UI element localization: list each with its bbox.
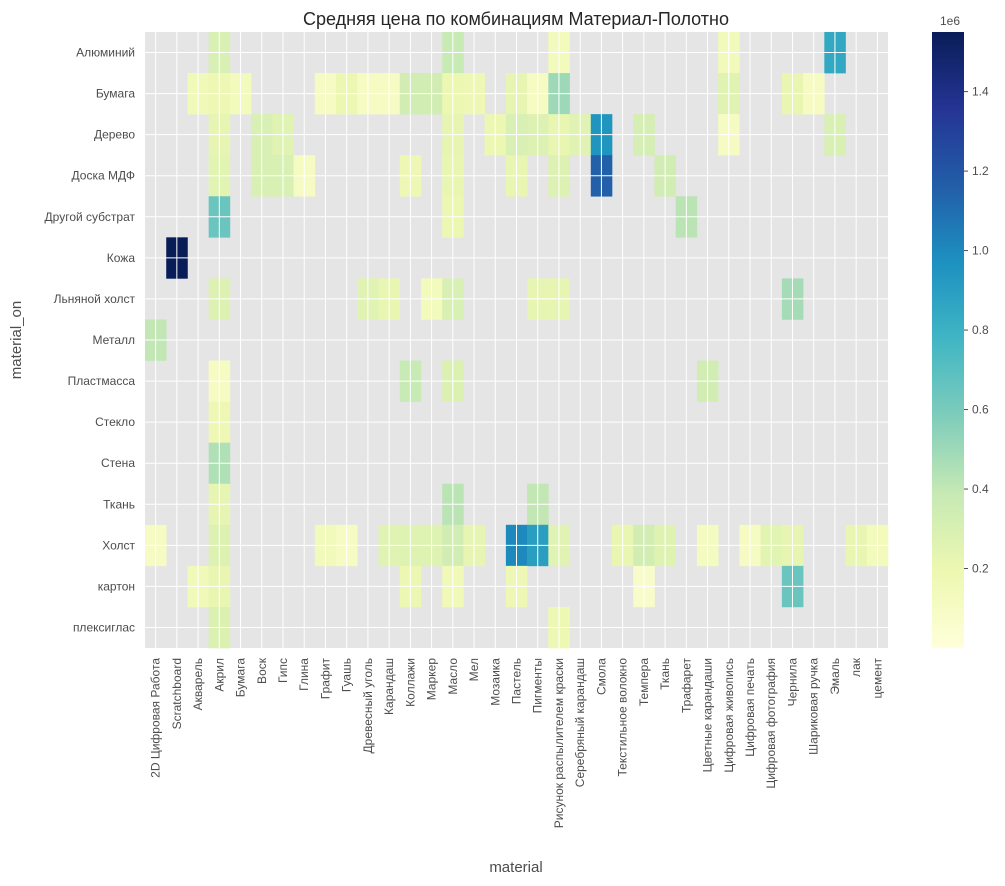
y-tick-label: Холст	[102, 538, 135, 552]
colorbar-tick-label: 1.0	[972, 244, 989, 258]
x-tick-label: 2D Цифровая Работа	[149, 658, 163, 778]
grid-lines	[145, 32, 888, 648]
y-tick-label: Металл	[93, 333, 135, 347]
x-tick-label: цемент	[870, 658, 884, 699]
x-tick-label: Серебряный карандаш	[573, 658, 587, 787]
x-tick-label: Бумага	[234, 658, 248, 698]
x-tick-label: Глина	[297, 658, 311, 691]
colorbar-tick-label: 0.4	[972, 482, 989, 496]
x-tick-label: Акварель	[191, 658, 205, 710]
x-tick-label: Карандаш	[382, 658, 396, 715]
colorbar-tick-label: 0.2	[972, 562, 989, 576]
x-tick-label: Цветные карандаши	[701, 658, 715, 772]
y-tick-label: Стена	[101, 456, 135, 470]
y-tick-label: картон	[98, 579, 135, 593]
x-tick-label: лак	[849, 657, 863, 677]
x-tick-label: Коллажи	[403, 658, 417, 707]
y-tick-label: Доска МДФ	[72, 169, 135, 183]
x-tick-label: Мозаика	[488, 658, 502, 706]
x-tick-label: Пастель	[510, 658, 524, 704]
x-tick-label: Акрил	[212, 658, 226, 692]
y-tick-label: Другой субстрат	[45, 210, 136, 224]
y-tick-label: плексиглас	[73, 620, 135, 634]
x-tick-label: Трафарет	[679, 658, 693, 714]
x-tick-label: Ткань	[658, 658, 672, 690]
x-tick-label: Древесный уголь	[361, 658, 375, 753]
x-tick-label: Гипс	[276, 658, 290, 683]
y-tick-label: Пластмасса	[68, 374, 136, 388]
x-tick-labels: 2D Цифровая Работа Scratchboard Акварель Ак…	[149, 657, 885, 828]
x-tick-label: Масло	[446, 658, 460, 695]
x-tick-label: Текстильное волокно	[616, 658, 630, 777]
y-tick-label: Бумага	[96, 87, 136, 101]
x-tick-label: Темпера	[637, 658, 651, 706]
y-tick-label: Дерево	[94, 128, 135, 142]
x-tick-label: Scratchboard	[170, 658, 184, 729]
y-tick-label: Льняной холст	[54, 292, 136, 306]
x-tick-label: Рисунок распылителем краски	[552, 658, 566, 828]
x-tick-label: Цифровая фотография	[764, 658, 778, 789]
y-tick-label: Стекло	[95, 415, 135, 429]
x-tick-label: Графит	[318, 658, 332, 700]
colorbar-tick-label: 1.4	[972, 85, 989, 99]
x-tick-label: Мел	[467, 658, 481, 681]
y-axis-label: material_on	[8, 301, 25, 379]
x-tick-label: Чернила	[785, 658, 799, 707]
colorbar-ticks: 0.2 0.4 0.6 0.8 1.0 1.2 1.4	[964, 85, 989, 576]
y-tick-label: Кожа	[107, 251, 136, 265]
x-tick-label: Эмаль	[828, 658, 842, 695]
x-tick-label: Пигменты	[531, 658, 545, 713]
y-tick-label: Ткань	[103, 497, 135, 511]
x-tick-label: Цифровая печать	[743, 658, 757, 757]
colorbar-tick-label: 0.6	[972, 403, 989, 417]
x-tick-label: Цифровая живопись	[722, 658, 736, 773]
x-tick-label: Гуашь	[340, 658, 354, 692]
x-tick-label: Шариковая ручка	[807, 658, 821, 755]
chart-title: Средняя цена по комбинациям Материал-Пол…	[303, 9, 729, 29]
x-tick-label: Маркер	[425, 658, 439, 701]
colorbar-tick-label: 0.8	[972, 323, 989, 337]
colorbar-tick-label: 1.2	[972, 164, 989, 178]
x-axis-label: material	[489, 859, 542, 876]
colorbar-offset-label: 1e6	[940, 14, 960, 28]
y-tick-labels: Алюминий Бумага Дерево Доска МДФ Другой субс…	[45, 46, 136, 635]
x-tick-label: Воск	[255, 657, 269, 684]
y-tick-label: Алюминий	[76, 46, 135, 60]
x-tick-label: Смола	[594, 658, 608, 695]
colorbar	[932, 32, 964, 648]
